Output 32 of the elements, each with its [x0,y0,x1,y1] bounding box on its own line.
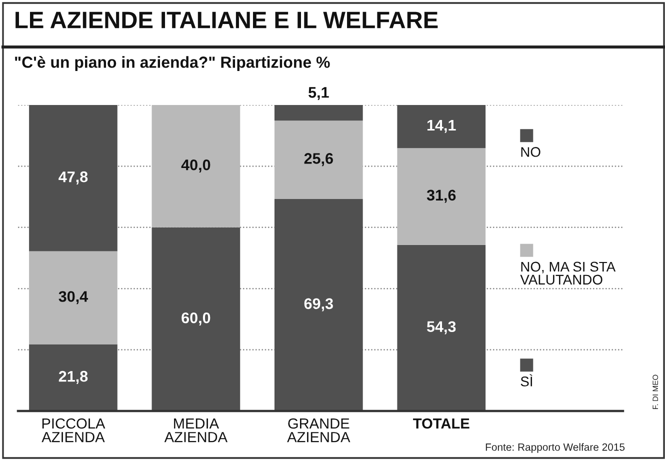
bar [274,105,363,121]
data-label: 30,4 [58,291,88,304]
bar [152,105,240,228]
data-label: 31,6 [426,190,456,203]
x-tick-label: PICCOLA AZIENDA [42,418,106,442]
data-label: 60,0 [182,312,210,326]
bar [152,227,240,411]
data-label: 5,1 [308,87,329,100]
bar [397,244,486,411]
data-label: 54,3 [426,321,456,334]
x-tick-label: GRANDE AZIENDA [287,418,350,442]
x-tick-label: TOTALE [413,418,470,429]
chart-subtitle: "C'è un piano in azienda?" Ripartizione % [15,56,330,72]
bar [29,251,118,344]
data-label: 47,8 [58,171,88,184]
data-label: 40,0 [181,159,210,173]
bar [29,105,118,252]
data-label: 25,6 [304,153,333,166]
data-label: 21,8 [58,370,88,384]
chart-title: LE AZIENDE ITALIANE E IL WELFARE [16,12,438,28]
data-label: 69,3 [304,298,333,312]
legend-label: NO [521,147,540,157]
bar [397,148,486,245]
bar [29,344,118,411]
source-note: Fonte: Rapporto Welfare 2015 [486,443,625,453]
bar [397,105,486,148]
legend-label: SÌ [520,374,532,386]
legend-label: NO, MA SI STA VALUTANDO [520,262,616,285]
x-tick-label: MEDIA AZIENDA [164,418,228,442]
bar [274,198,363,411]
data-label: 14,1 [427,120,456,133]
bar [274,120,363,199]
